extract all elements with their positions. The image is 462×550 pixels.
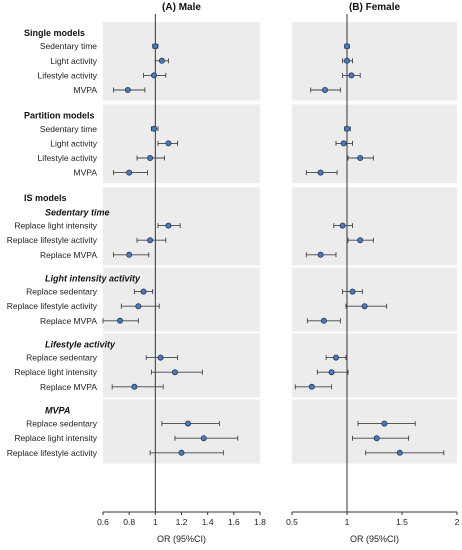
point-estimate <box>158 57 165 64</box>
row-label: Light activity <box>50 138 98 148</box>
panel-title: (A) Male <box>162 2 201 13</box>
row-label: Replace light intensity <box>14 433 97 443</box>
point-estimate <box>131 383 138 390</box>
point-estimate <box>317 169 324 176</box>
axes: (A) Male (B) Female 0.6 0.8 1 1.2 1.4 1.6 1.8 OR … <box>97 2 460 544</box>
subgroup-title: Sedentary time <box>45 207 110 217</box>
point-estimate <box>157 354 164 361</box>
point-estimate <box>396 449 403 456</box>
x-tick-label: 2 <box>455 517 460 527</box>
subgroup-title: MVPA <box>45 405 70 415</box>
row-label: Replace lifestyle activity <box>7 235 98 245</box>
point-estimate <box>185 420 192 427</box>
row-label: Replace MVPA <box>40 316 97 326</box>
x-tick-label: 1.2 <box>176 517 188 527</box>
panel-band <box>292 399 457 464</box>
x-tick-label: 0.5 <box>286 517 298 527</box>
x-tick-label: 1 <box>153 517 158 527</box>
point-estimate <box>151 125 158 132</box>
panel-band <box>103 333 260 398</box>
row-label: Sedentary time <box>40 124 97 134</box>
point-estimate <box>361 303 368 310</box>
row-label: Replace sedentary <box>26 353 98 363</box>
point-estimate <box>124 87 131 94</box>
point-estimate <box>328 369 335 376</box>
point-estimate <box>117 317 124 324</box>
x-axis-label: OR (95%CI) <box>350 534 399 544</box>
row-label: Replace lifestyle activity <box>7 448 98 458</box>
point-estimate <box>152 43 159 50</box>
panel-band <box>292 267 457 332</box>
point-estimate <box>165 140 172 147</box>
point-estimate <box>343 57 350 64</box>
point-estimate <box>332 354 339 361</box>
group-title: IS models <box>24 193 67 203</box>
point-estimate <box>200 435 207 442</box>
x-axis-label: OR (95%CI) <box>157 534 206 544</box>
point-estimate <box>373 435 380 442</box>
point-estimate <box>348 72 355 79</box>
point-estimate <box>151 72 158 79</box>
group-title: Single models <box>24 28 85 38</box>
row-label: Replace sedentary <box>26 287 98 297</box>
estimates <box>102 43 445 456</box>
panel-band <box>292 187 457 266</box>
point-estimate <box>343 125 350 132</box>
point-estimate <box>340 140 347 147</box>
row-label: Replace sedentary <box>26 419 98 429</box>
x-tick-label: 1.5 <box>396 517 408 527</box>
panel-band <box>292 104 457 184</box>
panel-band <box>292 22 457 101</box>
point-estimate <box>321 87 328 94</box>
panel-band <box>292 333 457 398</box>
point-estimate <box>308 383 315 390</box>
point-estimate <box>381 420 388 427</box>
point-estimate <box>317 251 324 258</box>
point-estimate <box>171 369 178 376</box>
row-label: MVPA <box>74 85 98 95</box>
row-label: Replace MVPA <box>40 382 97 392</box>
point-estimate <box>135 303 142 310</box>
point-estimate <box>140 288 147 295</box>
x-tick-label: 0.8 <box>123 517 135 527</box>
point-estimate <box>126 251 133 258</box>
point-estimate <box>349 288 356 295</box>
point-estimate <box>126 169 133 176</box>
point-estimate <box>147 154 154 161</box>
row-label: Sedentary time <box>40 41 97 51</box>
x-tick-label: 0.6 <box>97 517 109 527</box>
subgroup-title: Lifestyle activity <box>45 339 116 349</box>
point-estimate <box>343 43 350 50</box>
x-tick-label: 1.8 <box>254 517 266 527</box>
panel-title: (B) Female <box>349 2 401 13</box>
point-estimate <box>339 222 346 229</box>
point-estimate <box>357 154 364 161</box>
x-tick-label: 1.6 <box>228 517 240 527</box>
panel-backgrounds <box>103 22 457 464</box>
subgroup-title: Light intensity activity <box>45 273 141 283</box>
row-label: Replace light intensity <box>14 367 97 377</box>
point-estimate <box>178 449 185 456</box>
point-estimate <box>357 237 364 244</box>
point-estimate <box>320 317 327 324</box>
point-estimate <box>165 222 172 229</box>
row-label: Lifestyle activity <box>37 153 97 163</box>
row-label: Light activity <box>50 56 98 66</box>
row-label: Replace lifestyle activity <box>7 301 98 311</box>
row-label: Lifestyle activity <box>37 70 97 80</box>
point-estimate <box>147 237 154 244</box>
row-label: Replace MVPA <box>40 250 97 260</box>
row-label: Replace light intensity <box>14 221 97 231</box>
reference-lines <box>154 14 348 512</box>
row-label: MVPA <box>74 168 98 178</box>
x-tick-label: 1.4 <box>202 517 214 527</box>
row-labels: Single models Sedentary time Light activit… <box>7 28 141 458</box>
group-title: Partition models <box>24 111 95 121</box>
x-tick-label: 1 <box>345 517 350 527</box>
